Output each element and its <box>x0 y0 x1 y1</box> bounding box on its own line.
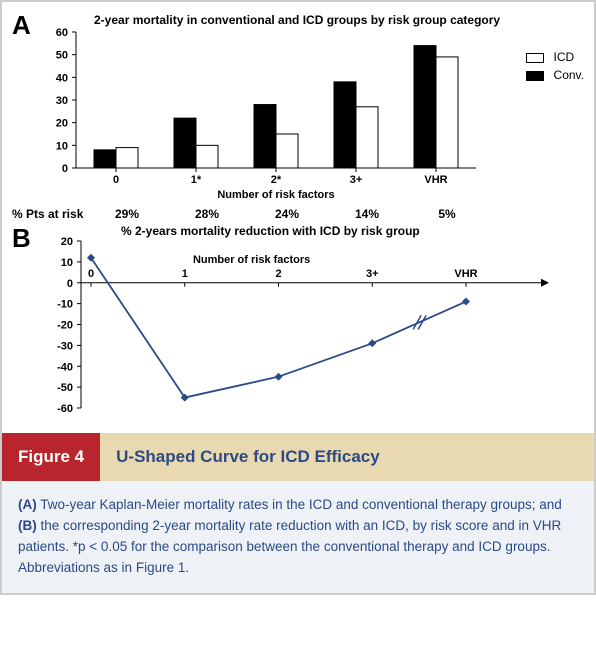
caption-text-b: the corresponding 2-year mortality rate … <box>18 518 561 575</box>
svg-text:-60: -60 <box>57 403 73 415</box>
svg-text:VHR: VHR <box>424 174 447 186</box>
caption-bold-b: (B) <box>18 518 37 533</box>
legend-swatch-icd <box>526 53 544 63</box>
panel-b-label: B <box>12 223 31 254</box>
svg-text:0: 0 <box>67 278 73 290</box>
svg-text:20: 20 <box>56 118 68 130</box>
svg-text:-50: -50 <box>57 382 73 394</box>
svg-text:60: 60 <box>56 27 68 39</box>
caption-bold-a: (A) <box>18 497 37 512</box>
figure-caption: (A) Two-year Kaplan-Meier mortality rate… <box>2 481 594 593</box>
caption-link: Figure 1 <box>136 560 186 575</box>
svg-text:1*: 1* <box>191 174 202 186</box>
pts-at-risk-row: % Pts at risk29%28%24%14%5% <box>12 205 584 223</box>
svg-text:Number of risk factors: Number of risk factors <box>193 254 310 266</box>
figure-title: U-Shaped Curve for ICD Efficacy <box>100 433 594 481</box>
legend-label-conv: Conv. <box>554 68 584 82</box>
svg-text:% 2-years mortality reduction: % 2-years mortality reduction with ICD b… <box>121 224 420 238</box>
svg-text:0: 0 <box>113 174 119 186</box>
svg-text:40: 40 <box>56 72 68 84</box>
figure-number: Figure 4 <box>2 433 100 481</box>
caption-tail: . <box>185 560 189 575</box>
svg-text:Number of risk factors: Number of risk factors <box>217 189 334 200</box>
svg-text:VHR: VHR <box>454 268 477 280</box>
svg-text:-40: -40 <box>57 361 73 373</box>
legend-label-icd: ICD <box>554 50 575 64</box>
svg-text:50: 50 <box>56 50 68 62</box>
svg-text:2: 2 <box>275 268 281 280</box>
caption-text-a: Two-year Kaplan-Meier mortality rates in… <box>37 497 562 512</box>
svg-text:10: 10 <box>61 257 73 269</box>
line-chart: -60-50-40-30-20-1001020% 2-years mortali… <box>31 223 561 418</box>
svg-text:3+: 3+ <box>350 174 363 186</box>
svg-text:-10: -10 <box>57 299 73 311</box>
svg-text:1: 1 <box>181 268 187 280</box>
svg-text:3+: 3+ <box>366 268 379 280</box>
legend-item-conv: Conv. <box>526 68 584 82</box>
charts-area: A 2-year mortality in conventional and I… <box>2 2 594 433</box>
svg-text:2-year mortality in convention: 2-year mortality in conventional and ICD… <box>94 13 500 27</box>
legend: ICD Conv. <box>526 50 584 82</box>
svg-text:2*: 2* <box>271 174 282 186</box>
svg-text:-30: -30 <box>57 340 73 352</box>
legend-item-icd: ICD <box>526 50 584 64</box>
svg-text:20: 20 <box>61 236 73 248</box>
svg-text:-20: -20 <box>57 320 73 332</box>
svg-text:30: 30 <box>56 95 68 107</box>
svg-text:10: 10 <box>56 140 68 152</box>
svg-text:0: 0 <box>88 268 94 280</box>
bar-chart: 2-year mortality in conventional and ICD… <box>31 10 561 200</box>
legend-swatch-conv <box>526 71 544 81</box>
panel-a-label: A <box>12 10 31 41</box>
figure-frame: A 2-year mortality in conventional and I… <box>0 0 596 595</box>
figure-banner: Figure 4 U-Shaped Curve for ICD Efficacy <box>2 433 594 481</box>
svg-text:0: 0 <box>62 163 68 175</box>
